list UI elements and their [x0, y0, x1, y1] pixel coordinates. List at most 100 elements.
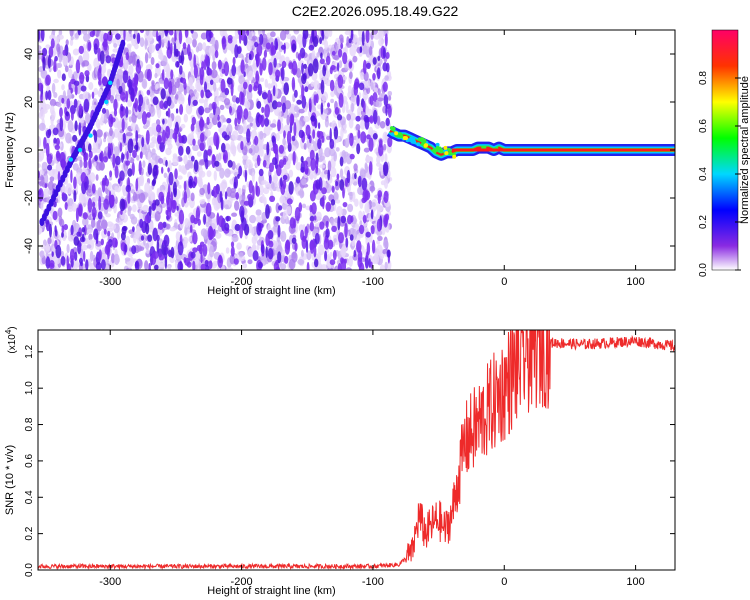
- noise-speck: [383, 239, 389, 249]
- noise-blob: [208, 260, 213, 270]
- noise-blob: [309, 149, 315, 161]
- noise-speck: [384, 153, 388, 163]
- noise-speck: [340, 37, 344, 43]
- noise-speck: [371, 202, 376, 207]
- noise-blob: [243, 108, 249, 120]
- noise-speck: [183, 113, 188, 123]
- noise-speck: [319, 155, 325, 161]
- noise-blob: [354, 172, 357, 180]
- noise-speck: [360, 72, 365, 80]
- noise-blob: [102, 156, 108, 163]
- noise-speck: [354, 223, 360, 230]
- noise-blob: [192, 138, 196, 146]
- noise-speck: [293, 30, 299, 33]
- x-tick-label: 100: [626, 276, 644, 288]
- noise-blob: [370, 225, 375, 235]
- noise-speck: [81, 244, 89, 251]
- noise-blob: [217, 121, 222, 128]
- noise-speck: [328, 148, 336, 157]
- noise-blob: [283, 130, 286, 139]
- noise-speck: [364, 162, 368, 170]
- noise-blob: [344, 222, 348, 238]
- y-tick-label: 0.0: [24, 563, 35, 577]
- noise-speck: [205, 221, 210, 228]
- noise-blob: [300, 166, 305, 173]
- noise-speck: [45, 245, 51, 251]
- noise-speck: [271, 181, 275, 190]
- noise-blob: [195, 207, 200, 222]
- noise-speck: [330, 217, 334, 225]
- trace-speck: [391, 126, 396, 131]
- noise-blob: [387, 136, 393, 148]
- noise-blob: [138, 94, 144, 107]
- noise-blob: [190, 214, 196, 224]
- noise-blob: [309, 215, 315, 222]
- noise-speck: [310, 81, 315, 87]
- noise-speck: [297, 259, 305, 265]
- noise-blob: [45, 142, 50, 158]
- noise-speck: [195, 46, 200, 53]
- noise-blob: [94, 155, 98, 162]
- noise-blob: [283, 82, 290, 96]
- noise-blob: [130, 138, 133, 147]
- noise-blob: [87, 198, 93, 213]
- diagonal-highlight: [108, 80, 113, 86]
- noise-blob: [45, 220, 51, 232]
- noise-blob: [191, 181, 196, 189]
- noise-blob: [186, 261, 192, 268]
- noise-speck: [224, 204, 229, 210]
- noise-speck: [82, 217, 89, 227]
- noise-speck: [374, 252, 378, 257]
- noise-speck: [206, 137, 212, 148]
- noise-speck: [65, 132, 72, 144]
- noise-blob: [55, 150, 61, 159]
- noise-blob: [105, 178, 109, 187]
- noise-speck: [65, 183, 73, 195]
- noise-speck: [286, 33, 292, 40]
- noise-speck: [131, 36, 137, 47]
- noise-blob: [110, 194, 115, 207]
- noise-blob: [80, 261, 83, 267]
- noise-blob: [227, 34, 233, 41]
- noise-speck: [44, 173, 49, 184]
- noise-blob: [55, 137, 61, 146]
- noise-blob: [290, 114, 295, 125]
- noise-blob: [179, 104, 184, 115]
- noise-speck: [144, 182, 151, 194]
- noise-blob: [372, 57, 377, 65]
- noise-blob: [223, 61, 230, 77]
- noise-blob: [311, 30, 315, 43]
- noise-speck: [363, 147, 370, 153]
- noise-blob: [147, 162, 152, 176]
- noise-speck: [129, 213, 135, 220]
- noise-speck: [139, 174, 145, 187]
- noise-speck: [231, 212, 238, 217]
- noise-blob: [92, 30, 96, 36]
- noise-blob: [282, 174, 288, 181]
- noise-blob: [173, 188, 177, 198]
- noise-blob: [315, 179, 321, 190]
- noise-blob: [330, 199, 336, 206]
- noise-blob: [167, 183, 171, 198]
- noise-blob: [177, 261, 184, 270]
- noise-blob: [216, 212, 220, 226]
- noise-blob: [192, 231, 198, 245]
- noise-blob: [193, 64, 198, 79]
- noise-blob: [353, 249, 357, 258]
- noise-blob: [366, 134, 371, 140]
- noise-speck: [318, 146, 323, 158]
- noise-blob: [103, 38, 108, 51]
- noise-speck: [41, 161, 48, 172]
- noise-blob: [265, 233, 270, 247]
- noise-speck: [39, 250, 45, 258]
- noise-blob: [240, 59, 245, 74]
- noise-blob: [157, 221, 164, 230]
- noise-speck: [163, 172, 168, 179]
- noise-speck: [89, 172, 96, 183]
- noise-speck: [126, 43, 132, 48]
- noise-speck: [383, 143, 387, 151]
- noise-speck: [177, 175, 183, 180]
- noise-blob: [204, 81, 207, 93]
- noise-blob: [152, 164, 158, 180]
- noise-blob: [162, 118, 165, 125]
